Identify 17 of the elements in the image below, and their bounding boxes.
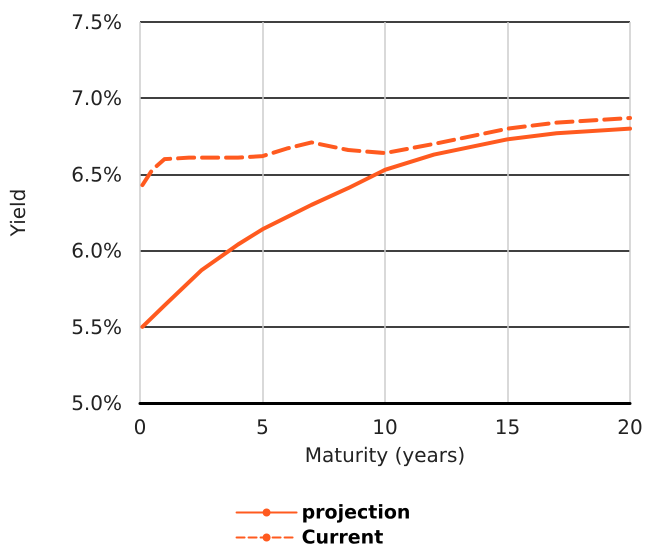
- line-series: [140, 116, 632, 188]
- y-tick-label: 7.0%: [71, 86, 122, 110]
- y-tick-label: 5.0%: [71, 391, 122, 415]
- line-series: [140, 126, 632, 329]
- y-tick-label: 5.5%: [71, 314, 122, 339]
- legend-label: Current: [302, 526, 384, 548]
- x-tick-label: 5: [256, 415, 269, 439]
- x-tick-label: 15: [494, 415, 520, 439]
- y-tick-label: 6.0%: [71, 238, 122, 263]
- legend-label: projection: [302, 502, 410, 524]
- x-axis-title: Maturity (years): [304, 443, 466, 467]
- y-tick-label: 7.5%: [71, 10, 122, 34]
- x-tick-label: 20: [617, 415, 643, 439]
- x-tick-label: 10: [372, 415, 398, 439]
- y-tick-label: 6.5%: [71, 162, 122, 186]
- x-tick-label: 0: [134, 415, 146, 439]
- y-axis-title: Yield: [6, 188, 30, 238]
